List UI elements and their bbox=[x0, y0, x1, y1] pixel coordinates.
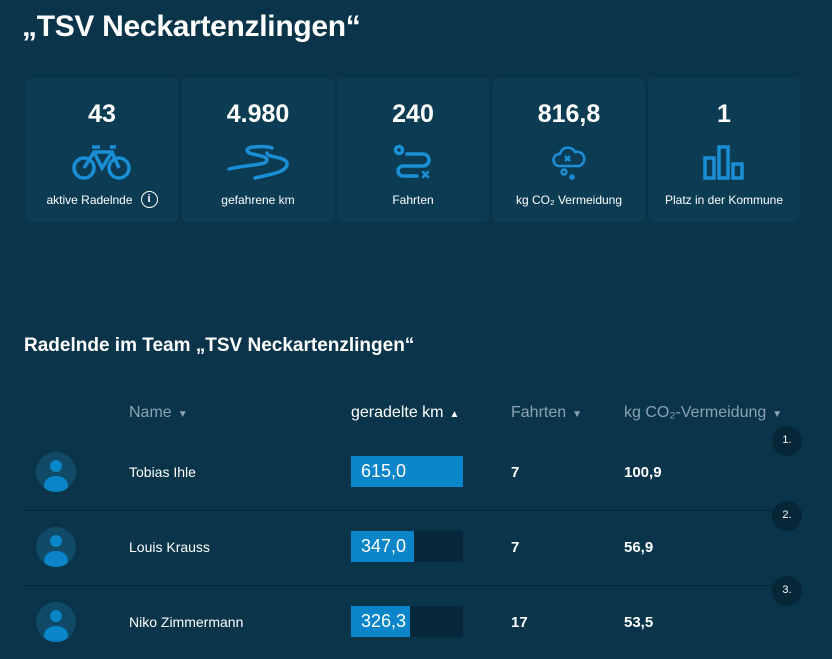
stat-value: 43 bbox=[88, 100, 116, 128]
stat-card-co2: 816,8 kg CO₂ Vermeidung bbox=[493, 78, 645, 222]
column-header-trips[interactable]: Fahrten ▼ bbox=[511, 404, 583, 421]
km-bar-fill bbox=[351, 606, 411, 637]
co2-value: 100,9 bbox=[624, 464, 662, 481]
km-value: 326,3 bbox=[361, 611, 407, 631]
bar-chart-icon bbox=[703, 145, 744, 180]
cloud-co2-icon bbox=[552, 146, 586, 180]
km-bar-fill bbox=[351, 531, 415, 562]
stat-value: 240 bbox=[392, 100, 434, 128]
row-name: Louis Krauss bbox=[129, 539, 210, 555]
sort-down-icon: ▼ bbox=[772, 409, 783, 420]
sort-down-icon: ▼ bbox=[572, 409, 583, 420]
avatar-icon bbox=[36, 527, 76, 567]
row-name: Niko Zimmermann bbox=[129, 614, 244, 630]
co2-value: 56,9 bbox=[624, 539, 654, 556]
rank-badge: 1. bbox=[772, 426, 802, 456]
km-bar: 326,3 bbox=[351, 606, 463, 637]
km-bar-fill bbox=[351, 456, 463, 487]
column-header-km[interactable]: geradelte km ▲ bbox=[351, 404, 460, 421]
info-icon[interactable]: i bbox=[140, 190, 158, 208]
column-header-co2[interactable]: kg CO₂-Vermeidung ▼ bbox=[624, 404, 783, 421]
stat-label: Fahrten bbox=[392, 193, 434, 207]
stat-label: Platz in der Kommune bbox=[664, 193, 784, 207]
bicycle-icon bbox=[72, 145, 131, 180]
km-value: 615,0 bbox=[361, 461, 407, 481]
column-header-name[interactable]: Name ▼ bbox=[129, 404, 188, 421]
stat-label: aktive Radelnde bbox=[46, 193, 133, 207]
trips-value: 7 bbox=[511, 539, 520, 556]
team-heading: Radelnde im Team „TSV Neckartenzlingen“ bbox=[24, 335, 415, 356]
km-bar: 347,0 bbox=[351, 531, 463, 562]
table-row[interactable]: Niko Zimmermann 326,3 17 53,5 3. bbox=[24, 576, 802, 659]
stat-label: gefahrene km bbox=[221, 193, 295, 207]
row-divider bbox=[24, 510, 802, 511]
stat-card-rank: 1 Platz in der Kommune bbox=[648, 78, 800, 222]
stat-value: 816,8 bbox=[537, 100, 601, 128]
trips-value: 7 bbox=[511, 464, 520, 481]
stat-value: 1 bbox=[717, 100, 731, 128]
trips-value: 17 bbox=[511, 614, 528, 631]
stat-card-trips: 240 Fahrten bbox=[337, 78, 489, 222]
rank-badge: 2. bbox=[772, 501, 802, 531]
stat-value: 4.980 bbox=[226, 100, 290, 128]
avatar-icon bbox=[36, 452, 76, 492]
km-bar: 615,0 bbox=[351, 456, 463, 487]
row-name: Tobias Ihle bbox=[129, 464, 196, 480]
stat-card-active-cyclists: 43 aktive Radelnde i bbox=[26, 78, 178, 222]
sort-down-icon: ▼ bbox=[177, 409, 188, 420]
route-icon bbox=[393, 144, 431, 179]
table-row[interactable]: Tobias Ihle 615,0 7 100,9 1. bbox=[24, 426, 802, 509]
co2-value: 53,5 bbox=[624, 614, 654, 631]
stat-label: kg CO₂ Vermeidung bbox=[515, 193, 623, 207]
road-icon bbox=[227, 144, 289, 180]
sort-up-icon: ▲ bbox=[449, 409, 460, 420]
row-divider bbox=[24, 585, 802, 586]
rank-badge: 3. bbox=[772, 576, 802, 606]
km-value: 347,0 bbox=[361, 536, 407, 556]
stat-card-km: 4.980 gefahrene km bbox=[182, 78, 334, 222]
table-row[interactable]: Louis Krauss 347,0 7 56,9 2. bbox=[24, 501, 802, 584]
page-title: „TSV Neckartenzlingen“ bbox=[22, 10, 361, 43]
avatar-icon bbox=[36, 602, 76, 642]
